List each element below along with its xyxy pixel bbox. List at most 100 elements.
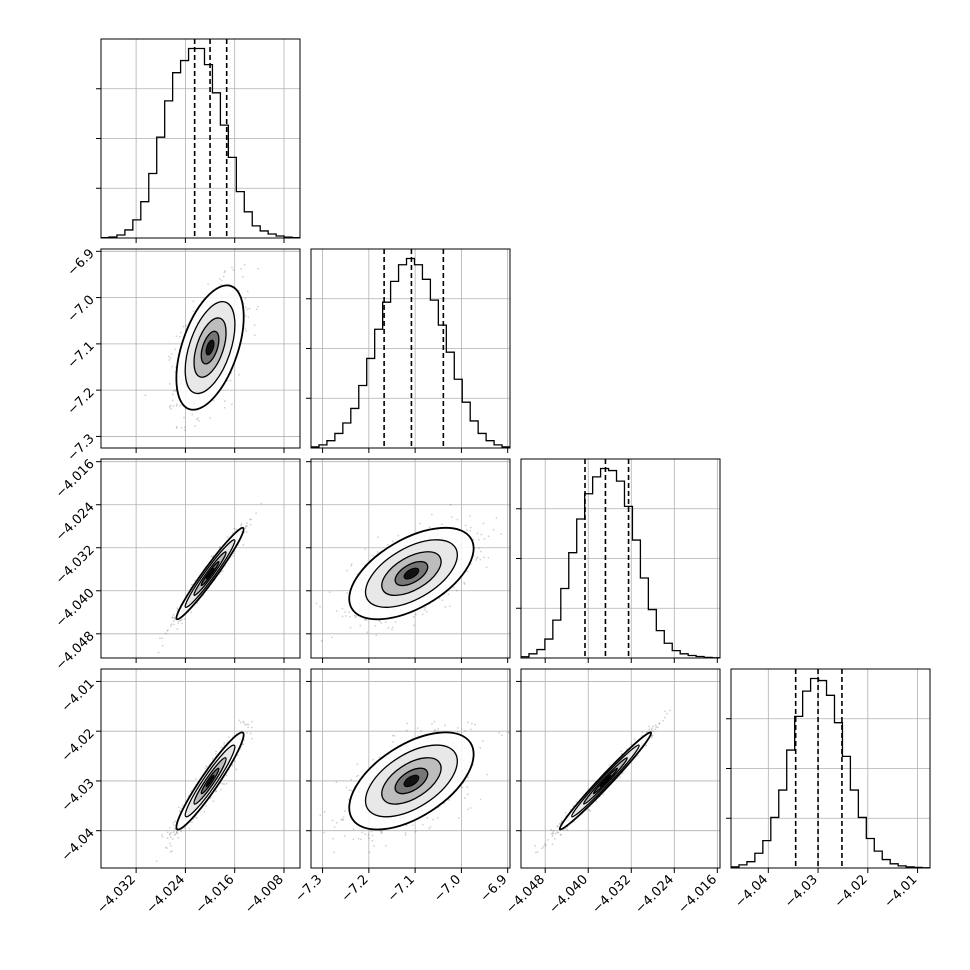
scatter-point	[242, 720, 245, 723]
scatter-point	[247, 316, 250, 319]
scatter-point	[215, 750, 217, 753]
scatter-point	[431, 722, 433, 725]
scatter-point	[204, 767, 207, 770]
scatter-point	[328, 591, 331, 594]
scatter-point	[345, 786, 348, 789]
scatter-point	[243, 722, 245, 724]
scatter-point	[380, 622, 383, 624]
scatter-point	[244, 327, 247, 330]
scatter-point	[171, 616, 174, 619]
scatter-point	[419, 522, 421, 525]
scatter-point	[190, 611, 193, 614]
scatter-point	[249, 518, 251, 521]
scatter-point	[176, 607, 179, 610]
histogram-step	[521, 467, 720, 658]
scatter-point	[257, 305, 259, 308]
scatter-point	[181, 804, 184, 807]
scatter-point	[381, 831, 383, 834]
scatter-point	[463, 581, 466, 584]
scatter-point	[370, 830, 373, 833]
scatter-point	[175, 404, 178, 407]
scatter-point	[168, 359, 171, 361]
scatter-point	[170, 623, 173, 626]
scatter-point	[169, 833, 171, 836]
panel-content	[521, 459, 720, 658]
scatter-point	[485, 566, 488, 569]
panel-frame	[520, 458, 721, 659]
scatter-point	[240, 523, 243, 525]
scatter-point	[387, 626, 390, 629]
scatter-point	[424, 606, 426, 609]
scatter-point	[174, 828, 177, 830]
scatter-point	[170, 625, 172, 627]
scatter-point	[244, 527, 247, 529]
panel-frame	[310, 248, 511, 449]
scatter-point	[179, 619, 182, 622]
scatter-point	[463, 797, 466, 799]
scatter-point	[404, 834, 407, 836]
scatter-point	[247, 726, 249, 729]
scatter-point	[172, 824, 175, 827]
scatter-point	[479, 798, 482, 801]
scatter-point	[231, 764, 234, 767]
scatter-point	[426, 817, 429, 819]
scatter-point	[651, 727, 653, 730]
scatter-point	[487, 535, 490, 538]
scatter-point	[210, 555, 213, 558]
scatter-point	[191, 821, 193, 824]
scatter-point	[161, 644, 164, 647]
scatter-point	[205, 805, 208, 808]
scatter-point	[257, 267, 260, 270]
scatter-point	[226, 536, 229, 538]
scatter-point	[416, 727, 419, 730]
scatter-point	[174, 348, 177, 351]
scatter-point	[478, 538, 480, 541]
scatter-point	[173, 616, 176, 619]
scatter-point	[248, 307, 251, 310]
scatter-point	[185, 324, 187, 327]
scatter-point	[476, 532, 479, 535]
scatter-point	[346, 592, 349, 594]
scatter-point	[350, 564, 353, 567]
scatter-point	[223, 271, 226, 274]
histogram-step	[311, 257, 510, 448]
scatter-point	[444, 606, 447, 608]
scatter-point	[350, 789, 353, 792]
scatter-point	[212, 399, 215, 402]
scatter-point	[566, 829, 569, 831]
scatter-point	[345, 615, 347, 617]
scatter-point	[412, 615, 415, 618]
scatter-point	[467, 776, 469, 779]
scatter-point	[633, 738, 636, 741]
scatter-point	[225, 774, 228, 777]
scatter-point	[560, 833, 563, 836]
scatter-point	[181, 622, 184, 625]
scatter-point	[421, 613, 424, 616]
panel-content	[311, 669, 510, 868]
scatter-point	[368, 851, 371, 854]
scatter-point	[180, 807, 183, 810]
scatter-point	[498, 731, 500, 734]
scatter-point	[232, 554, 235, 557]
scatter-point	[354, 616, 357, 619]
scatter-point	[364, 547, 366, 550]
scatter-point	[183, 618, 186, 620]
scatter-point	[168, 832, 171, 835]
scatter-point	[251, 720, 253, 723]
scatter-point	[333, 826, 336, 828]
scatter-point	[547, 838, 549, 841]
scatter-point	[169, 836, 172, 839]
scatter-point	[157, 651, 160, 654]
scatter-point	[260, 502, 263, 505]
scatter-point	[174, 833, 177, 836]
scatter-point	[184, 429, 186, 432]
scatter-point	[191, 413, 194, 416]
scatter-point	[246, 731, 249, 734]
scatter-point	[405, 824, 408, 827]
scatter-point	[169, 842, 171, 845]
scatter-point	[172, 405, 175, 408]
scatter-point	[386, 543, 389, 546]
scatter-point	[207, 283, 210, 286]
scatter-point	[169, 407, 172, 410]
scatter-point	[483, 537, 486, 540]
